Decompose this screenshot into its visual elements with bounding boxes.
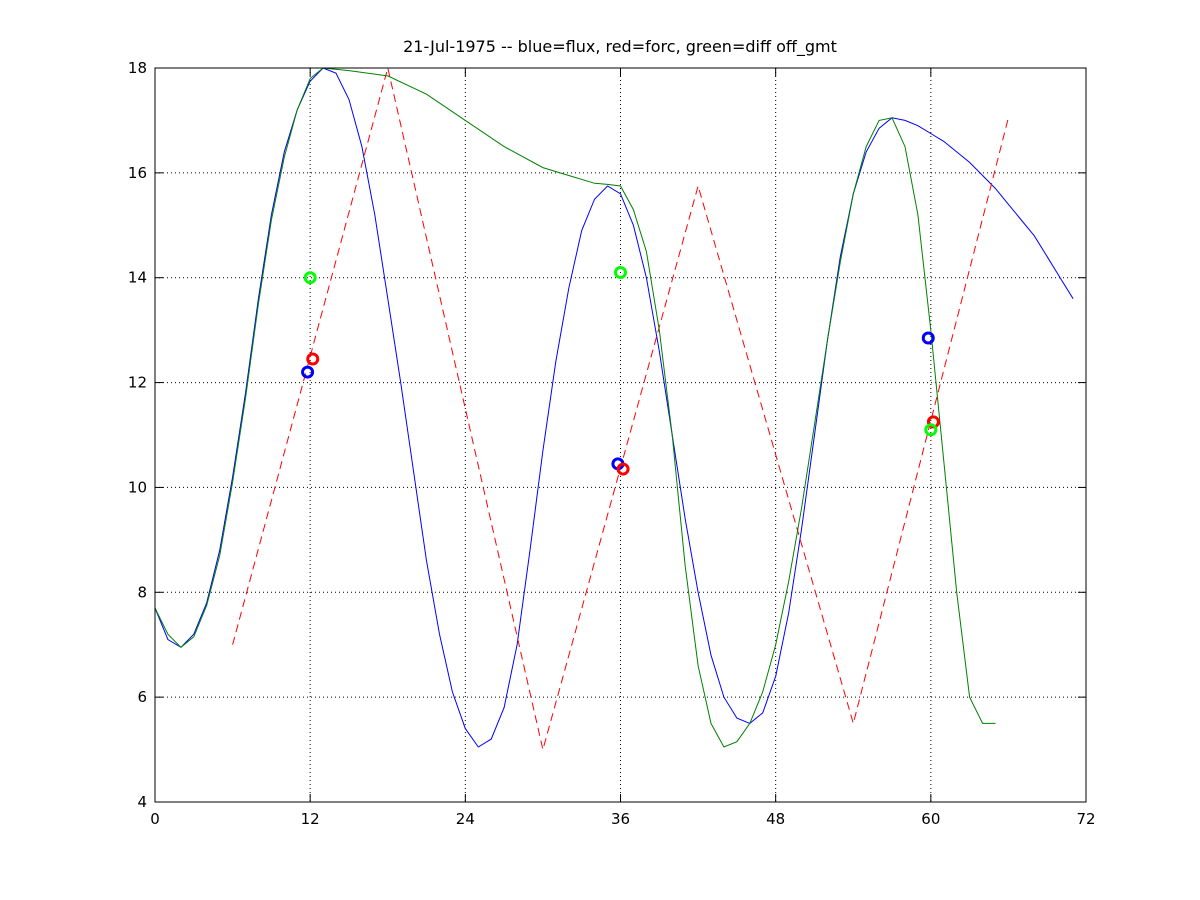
- data-marker-8: [924, 423, 938, 437]
- data-marker-1: [306, 352, 320, 366]
- data-marker-0: [301, 365, 315, 379]
- y-tick-label: 4: [137, 793, 147, 811]
- x-tick-label: 24: [456, 810, 475, 828]
- plot-area-frame: [154, 67, 1087, 803]
- x-tick-label: 12: [301, 810, 320, 828]
- series-lines: [154, 67, 1074, 750]
- series-line-0: [154, 67, 1074, 748]
- y-tick-label: 14: [128, 269, 147, 287]
- axis-ticks: [154, 67, 1087, 803]
- series-markers: [301, 265, 940, 476]
- x-tick-label: 0: [150, 810, 160, 828]
- data-marker-5: [614, 265, 627, 279]
- data-marker-2: [303, 271, 317, 285]
- data-marker-6: [921, 331, 935, 345]
- y-tick-label: 18: [128, 59, 147, 77]
- x-tick-label: 72: [1076, 810, 1095, 828]
- axis-tick-labels: 0 12 24 36 48 60 72 4 6 8 10 12 14 16 18: [128, 59, 1096, 828]
- y-tick-label: 8: [137, 583, 147, 601]
- data-marker-4: [616, 462, 630, 476]
- series-line-2: [154, 67, 996, 748]
- grid: [155, 68, 1086, 802]
- x-tick-label: 48: [766, 810, 785, 828]
- x-tick-label: 36: [611, 810, 630, 828]
- y-tick-label: 12: [128, 374, 147, 392]
- y-tick-label: 6: [137, 688, 147, 706]
- y-tick-label: 10: [128, 478, 147, 496]
- x-tick-label: 60: [921, 810, 940, 828]
- y-tick-label: 16: [128, 164, 147, 182]
- chart-title: 21-Jul-1975 -- blue=flux, red=forc, gree…: [403, 37, 837, 57]
